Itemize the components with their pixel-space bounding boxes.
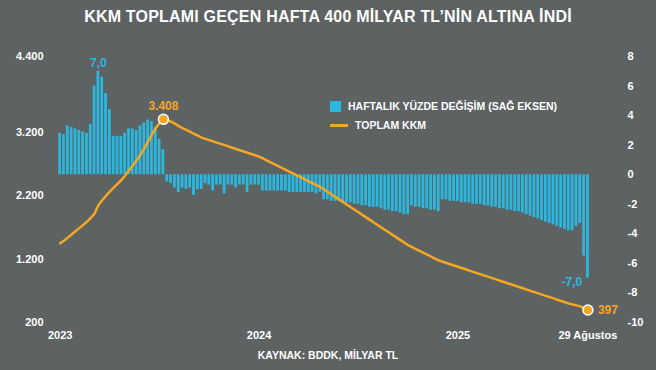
svg-text:2025: 2025 [446, 329, 470, 341]
svg-text:2023: 2023 [48, 329, 72, 341]
svg-text:-6: -6 [628, 257, 638, 269]
svg-text:3.200: 3.200 [16, 126, 44, 138]
svg-text:2: 2 [628, 139, 634, 151]
svg-text:3.408: 3.408 [148, 99, 178, 113]
svg-text:29 Ağustos: 29 Ağustos [558, 329, 617, 341]
html-text:HAFTALIK YÜZDE DEĞİŞİM (SAĞ EK: HAFTALIK YÜZDE DEĞİŞİM (SAĞ EKSEN) [348, 100, 557, 112]
html-text:KAYNAK: BDDK, MİLYAR TL: KAYNAK: BDDK, MİLYAR TL [257, 349, 399, 361]
svg-text:-10: -10 [628, 316, 644, 328]
svg-text:0: 0 [628, 168, 634, 180]
svg-text:2.200: 2.200 [16, 189, 44, 201]
svg-text:200: 200 [25, 316, 43, 328]
svg-text:-7,0: -7,0 [562, 275, 583, 289]
svg-text:2024: 2024 [247, 329, 272, 341]
svg-text:1.200: 1.200 [16, 253, 44, 265]
html-text:KKM TOPLAMI GEÇEN HAFTA 400 Mİ: KKM TOPLAMI GEÇEN HAFTA 400 MİLYAR TL’Nİ… [84, 8, 572, 25]
svg-text:-2: -2 [628, 198, 638, 210]
svg-text:-8: -8 [628, 286, 638, 298]
svg-text:8: 8 [628, 50, 634, 62]
svg-text:4: 4 [628, 109, 635, 121]
svg-text:-4: -4 [628, 227, 639, 239]
svg-text:6: 6 [628, 80, 634, 92]
svg-text:4.400: 4.400 [16, 50, 44, 62]
svg-text:7,0: 7,0 [90, 56, 107, 70]
html-text:TOPLAM KKM: TOPLAM KKM [355, 119, 426, 131]
svg-text:397: 397 [598, 303, 618, 317]
